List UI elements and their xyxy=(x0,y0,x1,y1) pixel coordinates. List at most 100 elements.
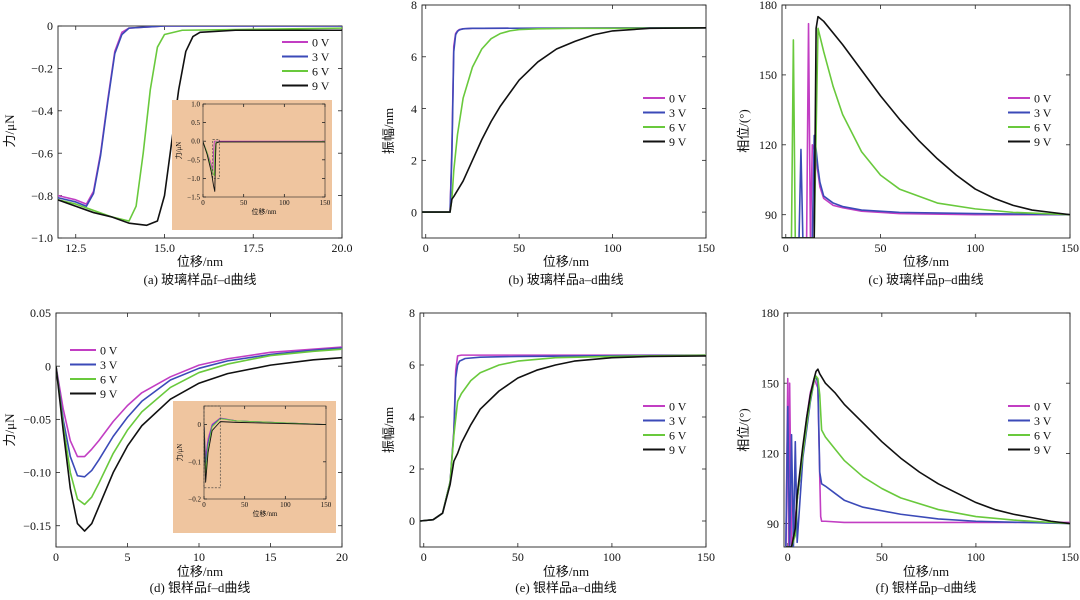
legend-label: 0 V xyxy=(1034,400,1052,414)
inset-y-axis-label: 力/μN xyxy=(174,142,183,160)
y-tick-label: 8 xyxy=(409,306,415,320)
x-tick-label: 150 xyxy=(321,501,332,509)
series-line-9v xyxy=(420,355,706,522)
y-tick-label: −0.10 xyxy=(23,466,51,480)
x-axis-label: 位移/nm xyxy=(543,564,589,579)
y-tick-label: 0 xyxy=(411,205,417,219)
x-tick-label: 0 xyxy=(785,550,791,564)
y-tick-label: 0.5 xyxy=(191,119,200,127)
inset-chart: 0 50 100 150 −1.5 −1.0 −0.5 0.0 0.5 1.0 位移/nm 力/μN xyxy=(172,100,332,230)
legend: 0 V3 V6 V9 V xyxy=(70,344,118,401)
x-tick-label: 15.0 xyxy=(154,241,175,255)
legend-label: 3 V xyxy=(312,50,330,64)
chart-panel-b: 0 50 100 150 0 2 4 6 8 位移/nm 振幅/nm 0 V3 V6 V9 V (b) … xyxy=(381,0,715,287)
legend-label: 0 V xyxy=(100,344,118,358)
legend-label: 9 V xyxy=(312,79,330,93)
series-line-9v xyxy=(58,29,342,227)
legend-label: 3 V xyxy=(669,106,687,120)
legend: 0 V3 V6 V9 V xyxy=(1008,400,1052,457)
series-line-6v xyxy=(56,348,342,506)
panel-caption: (e) 银样品a–d曲线 xyxy=(515,580,616,595)
inset-y-axis-label: 力/μN xyxy=(175,444,184,462)
x-tick-label: 150 xyxy=(320,199,331,207)
plot-frame xyxy=(203,405,327,500)
y-axis-label: 相位/(°) xyxy=(736,109,751,152)
y-tick-label: 4 xyxy=(411,102,417,116)
y-tick-label: 0 xyxy=(409,514,415,528)
legend-label: 3 V xyxy=(100,358,118,372)
legend-label: 3 V xyxy=(1034,414,1052,428)
y-tick-label: 0 xyxy=(47,19,53,33)
legend-label: 3 V xyxy=(669,414,687,428)
x-tick-label: 100 xyxy=(603,550,621,564)
x-tick-label: 50 xyxy=(513,241,525,255)
series-line-0v xyxy=(420,354,706,522)
legend-label: 3 V xyxy=(1034,106,1052,120)
y-axis-label: 力/μN xyxy=(2,114,17,148)
series-line-3v xyxy=(56,347,342,478)
y-tick-label: −0.05 xyxy=(23,413,51,427)
plot-frame xyxy=(783,312,1071,548)
y-tick-label: −0.8 xyxy=(31,189,53,203)
series-line-9v xyxy=(785,368,1070,547)
y-tick-label: 90 xyxy=(765,208,777,222)
legend-label: 9 V xyxy=(1034,135,1052,149)
y-tick-label: −0.1 xyxy=(188,458,201,466)
y-axis-label: 振幅/nm xyxy=(381,108,396,154)
legend: 0 V3 V6 V9 V xyxy=(1008,92,1052,149)
plot-frame xyxy=(421,4,707,239)
y-tick-label: −0.15 xyxy=(23,519,51,533)
chart-panel-e: 0 50 100 150 0 2 4 6 8 位移/nm 振幅/nm 0 V3 V6 V9 V (e) … xyxy=(381,306,715,595)
panel-caption: (f) 银样品p–d曲线 xyxy=(876,580,977,595)
y-tick-label: 0.05 xyxy=(30,306,51,320)
legend-label: 6 V xyxy=(1034,121,1052,135)
y-tick-label: 4 xyxy=(409,410,415,424)
chart-panel-f: 0 50 100 150 90 120 150 180 位移/nm 相位/(°) 0 V3 V6 V… xyxy=(736,306,1079,595)
series-line-6v xyxy=(420,354,706,522)
series-line-9v xyxy=(204,421,326,483)
legend-label: 6 V xyxy=(312,65,330,79)
x-tick-label: 50 xyxy=(241,501,249,509)
x-axis-label: 位移/nm xyxy=(543,254,589,269)
series-line-6v xyxy=(58,27,342,222)
y-axis-label: 相位/(°) xyxy=(736,408,751,451)
zoom-box xyxy=(203,405,221,489)
plot-frame xyxy=(419,312,707,548)
legend-label: 9 V xyxy=(669,135,687,149)
x-tick-label: 0 xyxy=(53,550,59,564)
y-tick-label: −0.2 xyxy=(188,495,201,503)
panel-caption: (b) 玻璃样品a–d曲线 xyxy=(508,272,623,287)
x-axis-label: 位移/nm xyxy=(903,254,949,269)
y-tick-label: 90 xyxy=(767,517,779,531)
legend: 0 V3 V6 V9 V xyxy=(282,36,330,93)
chart-panel-c: 0 50 100 150 90 120 150 180 位移/nm 相位/(°) 0 V3 V6 V… xyxy=(736,0,1079,287)
x-tick-label: 10 xyxy=(193,550,205,564)
inset-background xyxy=(172,100,332,230)
x-tick-label: 50 xyxy=(512,550,524,564)
y-tick-label: 6 xyxy=(411,50,417,64)
legend-label: 0 V xyxy=(669,400,687,414)
x-tick-label: 0 xyxy=(421,550,427,564)
x-tick-label: 15 xyxy=(265,550,277,564)
x-tick-label: 20 xyxy=(336,550,348,564)
y-tick-label: 8 xyxy=(411,0,417,12)
x-tick-label: 0 xyxy=(201,199,205,207)
x-tick-label: 12.5 xyxy=(65,241,86,255)
series-line-3v xyxy=(420,354,706,522)
x-tick-label: 100 xyxy=(967,550,985,564)
legend-label: 0 V xyxy=(312,36,330,50)
series-line-3v xyxy=(58,26,342,207)
y-tick-label: 180 xyxy=(761,306,779,320)
y-tick-label: 1.0 xyxy=(191,100,200,108)
y-tick-label: −0.5 xyxy=(187,156,200,164)
panel-caption: (c) 玻璃样品p–d曲线 xyxy=(868,272,983,287)
y-tick-label: −0.4 xyxy=(31,104,53,118)
legend: 0 V3 V6 V9 V xyxy=(643,92,687,149)
legend-label: 9 V xyxy=(100,387,118,401)
x-tick-label: 50 xyxy=(240,199,248,207)
y-tick-label: 120 xyxy=(759,138,777,152)
legend-label: 9 V xyxy=(669,443,687,457)
y-tick-label: 6 xyxy=(409,358,415,372)
y-tick-label: 150 xyxy=(759,68,777,82)
x-tick-label: 0 xyxy=(423,241,429,255)
